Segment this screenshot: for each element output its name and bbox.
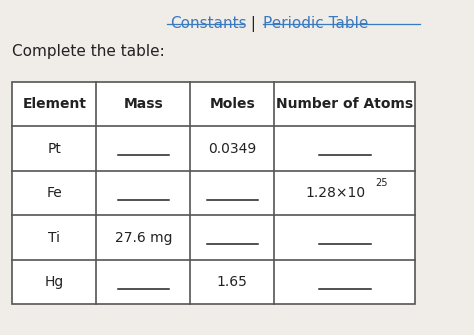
Text: 1.65: 1.65 [217, 275, 248, 289]
Text: |: | [246, 16, 261, 32]
Text: 25: 25 [375, 178, 388, 188]
Text: Constants: Constants [170, 16, 246, 31]
Bar [12, 82, 415, 304]
Text: Pt: Pt [47, 142, 61, 155]
Text: Fe: Fe [46, 186, 62, 200]
Text: 1.28×10: 1.28×10 [305, 186, 365, 200]
Text: Complete the table:: Complete the table: [12, 44, 165, 59]
Text: 27.6 mg: 27.6 mg [115, 230, 172, 245]
Text: Ti: Ti [48, 230, 60, 245]
Text: Hg: Hg [45, 275, 64, 289]
Text: Mass: Mass [123, 97, 163, 111]
Text: Periodic Table: Periodic Table [263, 16, 368, 31]
Text: Element: Element [22, 97, 86, 111]
Text: 0.0349: 0.0349 [208, 142, 256, 155]
Text: Moles: Moles [210, 97, 255, 111]
Text: Number of Atoms: Number of Atoms [276, 97, 413, 111]
